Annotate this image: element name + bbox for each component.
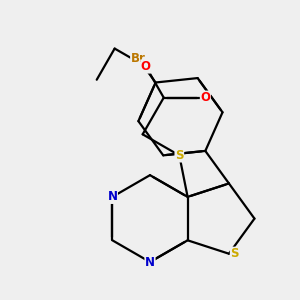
Text: S: S xyxy=(230,247,239,260)
Text: O: O xyxy=(200,91,210,104)
Text: Br: Br xyxy=(131,52,146,65)
Text: N: N xyxy=(145,256,155,268)
Text: N: N xyxy=(107,190,117,203)
Text: O: O xyxy=(141,60,151,73)
Text: S: S xyxy=(175,149,184,162)
